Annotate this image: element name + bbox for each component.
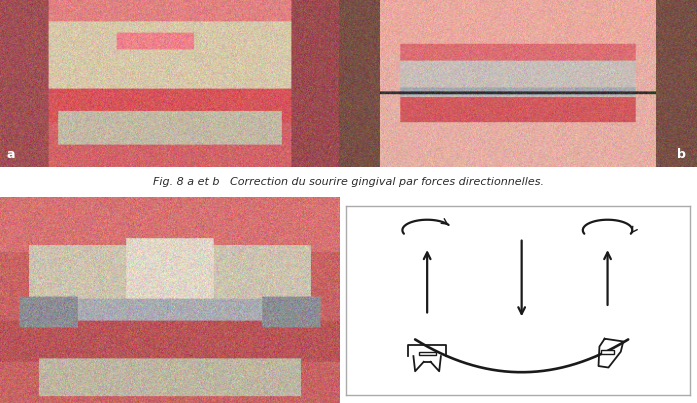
Text: b: b [677,147,687,160]
Text: a: a [7,147,15,160]
Text: Fig. 8 a et b   Correction du sourire gingival par forces directionnelles.: Fig. 8 a et b Correction du sourire ging… [153,177,544,187]
FancyBboxPatch shape [419,352,436,355]
FancyBboxPatch shape [602,350,614,354]
